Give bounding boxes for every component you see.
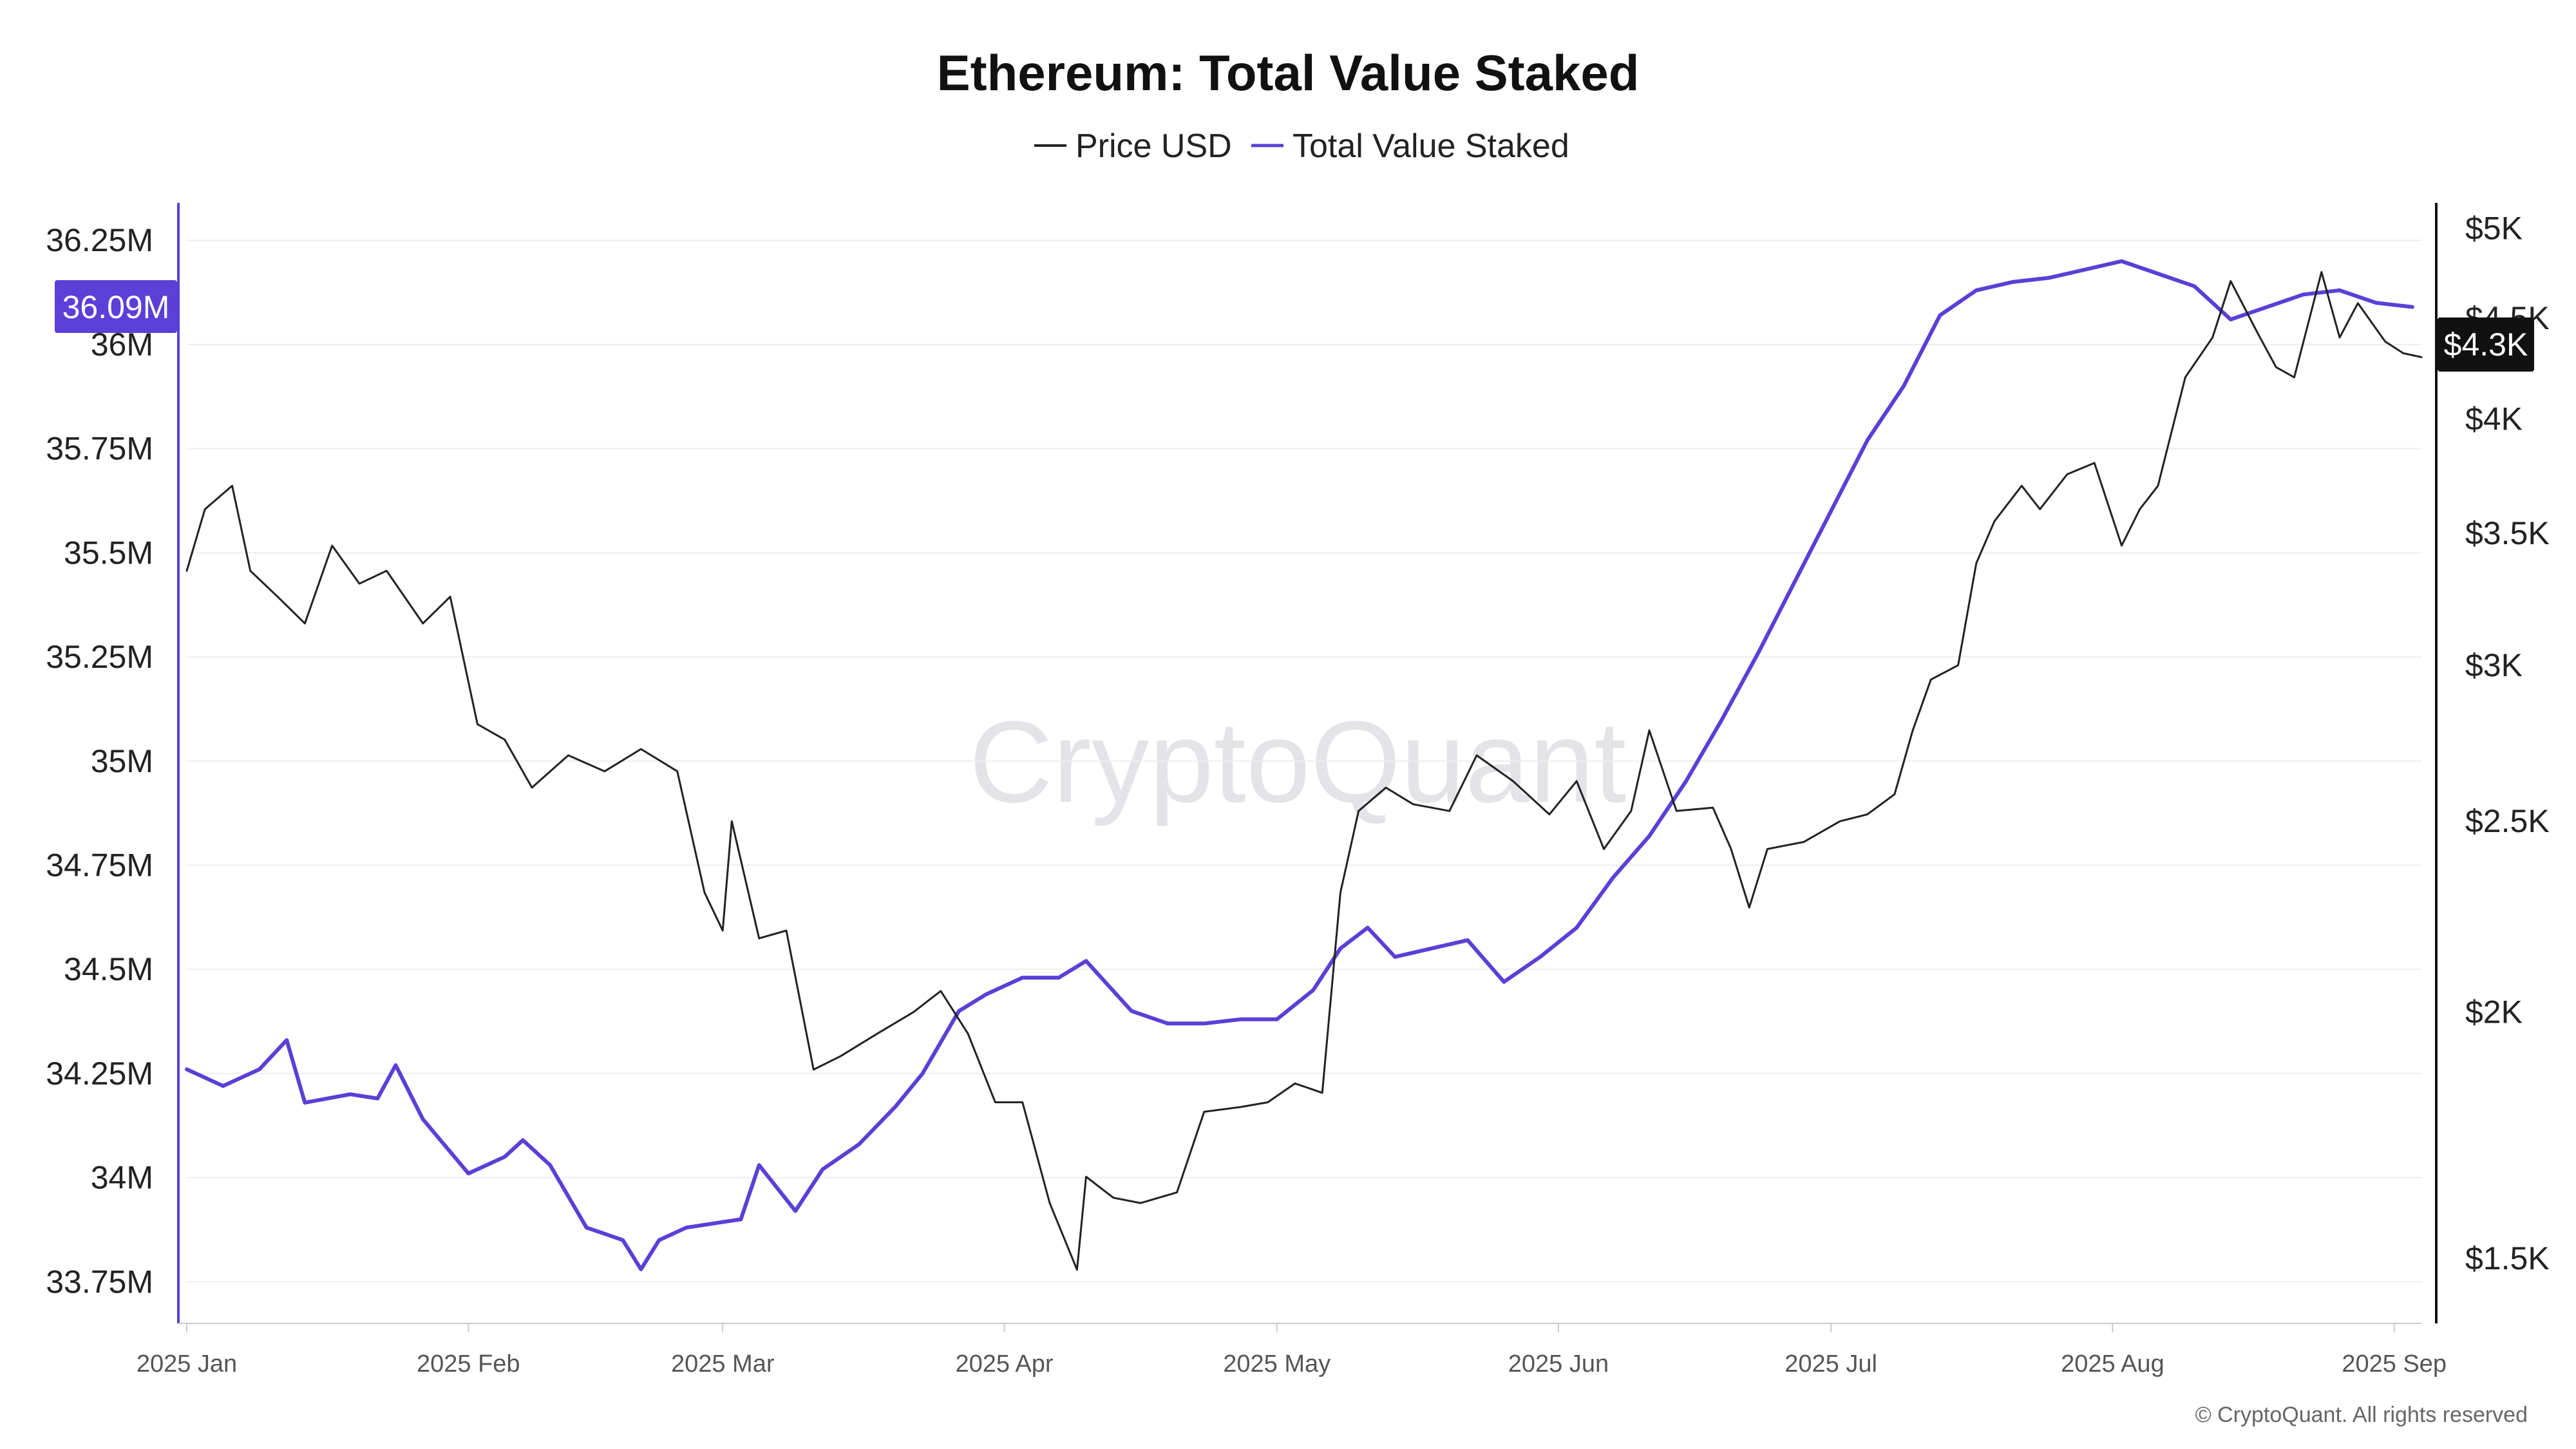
left-value-badge-text: 36.09M bbox=[62, 289, 170, 325]
right-tick-label: $3.5K bbox=[2465, 515, 2550, 551]
series-line-price-usd bbox=[185, 270, 2423, 1271]
right-tick-label: $5K bbox=[2465, 210, 2523, 246]
right-tick-label: $3K bbox=[2465, 647, 2523, 683]
series-layer bbox=[185, 259, 2423, 1271]
right-value-badge-bg bbox=[2438, 317, 2534, 372]
x-axis-ticks: 2025 Jan 2025 Feb 2025 Mar 2025 Apr 2025 May… bbox=[137, 1323, 2447, 1378]
x-tick-label: 2025 May bbox=[1223, 1350, 1331, 1378]
axes bbox=[177, 203, 2438, 1324]
left-tick-label: 35.25M bbox=[46, 639, 153, 675]
left-tick-label: 34M bbox=[91, 1160, 153, 1196]
left-tick-label: 36.25M bbox=[46, 222, 153, 258]
x-tick-label: 2025 Mar bbox=[671, 1350, 775, 1378]
x-tick-label: 2025 Jun bbox=[1508, 1350, 1609, 1378]
left-value-badge: 36.09M bbox=[55, 280, 177, 333]
right-tick-label: $2.5K bbox=[2465, 803, 2550, 839]
left-tick-label: 33.75M bbox=[46, 1264, 153, 1300]
series-line-total-value-staked bbox=[185, 259, 2414, 1271]
right-value-badge-text: $4.3K bbox=[2444, 327, 2528, 363]
x-tick-label: 2025 Jan bbox=[137, 1350, 237, 1378]
chart-title: Ethereum: Total Value Staked bbox=[937, 44, 1640, 101]
left-tick-label: 34.75M bbox=[46, 847, 153, 883]
gridlines bbox=[187, 240, 2421, 1283]
copyright-notice: © CryptoQuant. All rights reserved bbox=[2195, 1403, 2528, 1427]
x-tick-label: 2025 Sep bbox=[2342, 1350, 2447, 1378]
left-axis-ticks: 33.75M 34M 34.25M 34.5M 34.75M 35M 35.25M 35.5M… bbox=[46, 222, 153, 1300]
left-tick-label: 35.75M bbox=[46, 431, 153, 467]
right-tick-label: $1.5K bbox=[2465, 1240, 2550, 1276]
right-tick-label: $4K bbox=[2465, 401, 2523, 437]
right-value-badge: $4.3K bbox=[2438, 317, 2534, 372]
right-tick-label: $2K bbox=[2465, 994, 2523, 1030]
left-tick-label: 34.5M bbox=[64, 951, 153, 987]
left-value-badge-bg bbox=[55, 280, 177, 333]
left-tick-label: 35.5M bbox=[64, 535, 153, 571]
legend: Price USD Total Value Staked bbox=[1034, 128, 1569, 165]
x-tick-label: 2025 Jul bbox=[1785, 1350, 1877, 1378]
legend-label-price: Price USD bbox=[1075, 128, 1232, 165]
legend-label-staked: Total Value Staked bbox=[1293, 128, 1569, 165]
left-tick-label: 35M bbox=[91, 743, 153, 779]
x-tick-label: 2025 Apr bbox=[955, 1350, 1053, 1378]
left-tick-label: 34.25M bbox=[46, 1056, 153, 1092]
x-tick-label: 2025 Aug bbox=[2061, 1350, 2164, 1378]
watermark: CryptoQuant bbox=[969, 697, 1627, 827]
x-tick-label: 2025 Feb bbox=[417, 1350, 520, 1378]
